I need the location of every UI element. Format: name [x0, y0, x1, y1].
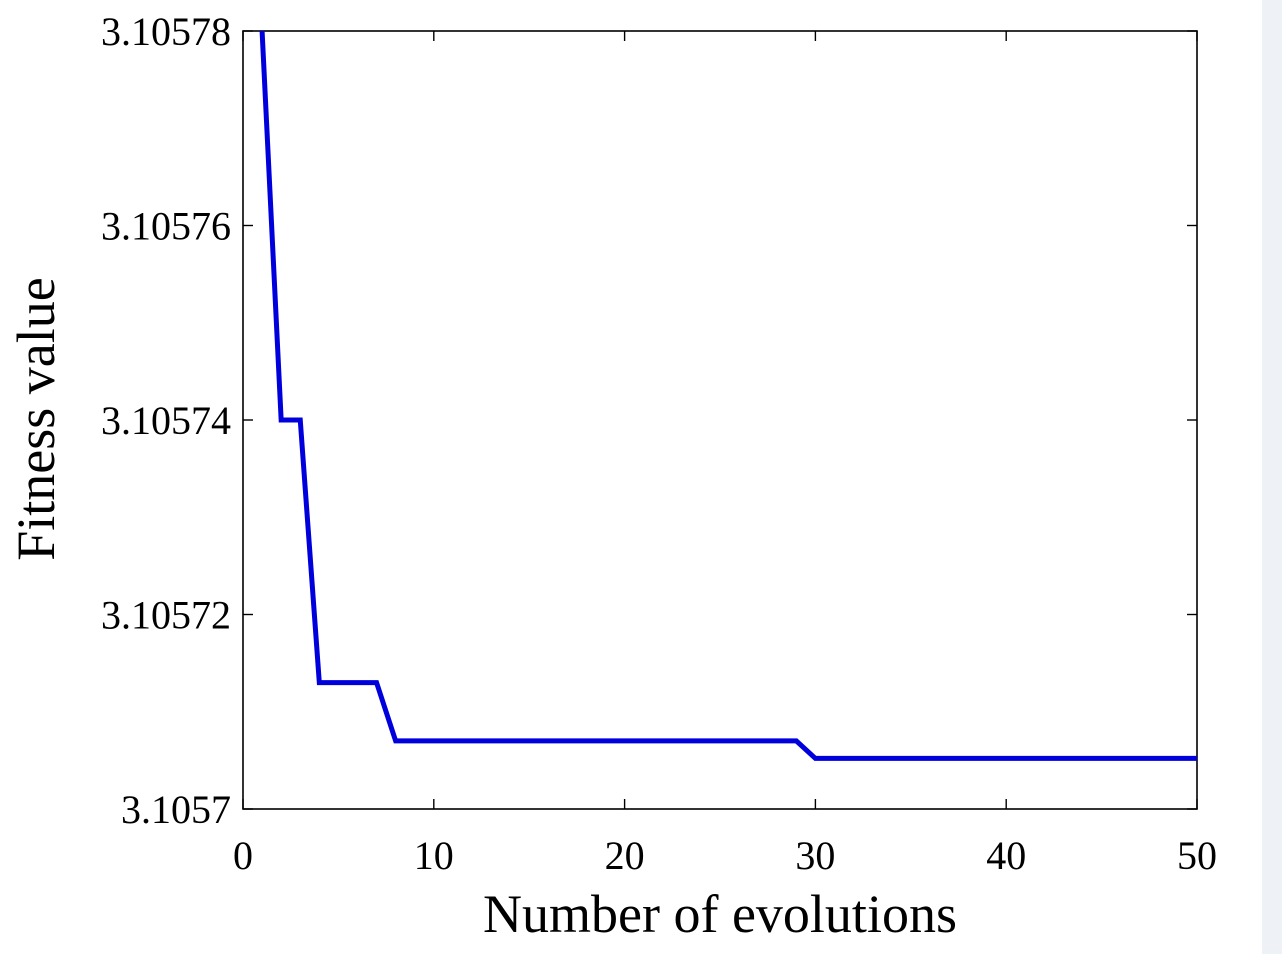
x-tick-label: 20 [605, 833, 645, 878]
series-line [259, 30, 1197, 761]
y-tick-label: 3.10578 [101, 9, 231, 54]
x-tick-label: 30 [795, 833, 835, 878]
plot-frame [242, 30, 1198, 810]
x-tick-label: 0 [233, 833, 253, 878]
x-tick-label: 50 [1177, 833, 1217, 878]
x-tick-label: 10 [414, 833, 454, 878]
x-axis-label: Number of evolutions [483, 884, 957, 944]
y-axis-ticks: 3.1057 3.10572 3.10574 3.10576 3.10578 [101, 9, 1197, 832]
y-tick-label: 3.10572 [101, 593, 231, 638]
series-layer [259, 30, 1197, 761]
right-edge-strip [1262, 0, 1282, 954]
axes-box [242, 30, 1198, 810]
y-tick-label: 3.10576 [101, 204, 231, 249]
x-axis-ticks: 0 10 20 30 40 50 [233, 31, 1217, 878]
y-tick-label: 3.1057 [121, 787, 231, 832]
y-tick-label: 3.10574 [101, 398, 231, 443]
x-tick-label: 40 [986, 833, 1026, 878]
y-axis-label: Fitness value [6, 277, 66, 560]
